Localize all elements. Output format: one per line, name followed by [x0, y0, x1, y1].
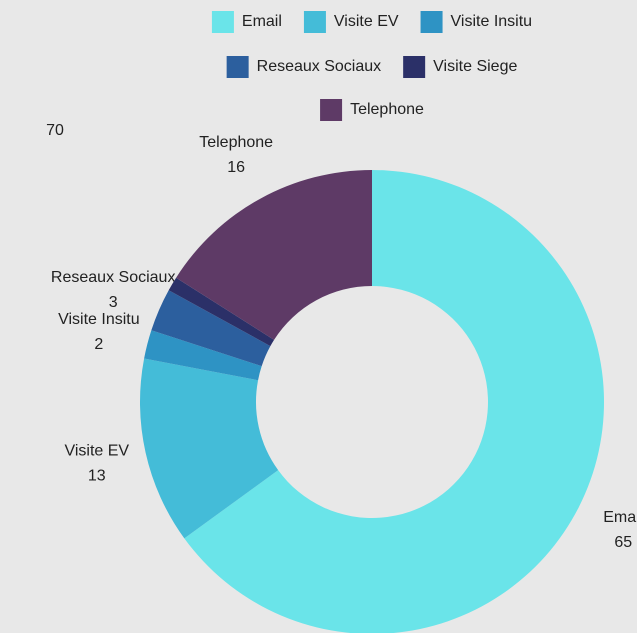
slice	[168, 277, 275, 347]
slice-label: Reseaux Sociaux	[51, 269, 176, 286]
legend-swatch	[303, 11, 326, 33]
legend-label: Visite Siege	[433, 58, 517, 75]
slice	[144, 330, 262, 381]
annotation: 70	[46, 122, 64, 139]
slice	[184, 170, 604, 633]
slice	[140, 358, 279, 539]
legend-label: Visite EV	[334, 13, 399, 30]
legend-swatch	[420, 11, 443, 33]
slice-label: Visite Insitu	[58, 311, 140, 328]
slice-value: 16	[227, 159, 245, 176]
legend-swatch	[403, 56, 426, 78]
slice-value: 3	[109, 294, 118, 311]
legend-label: Reseaux Sociaux	[257, 58, 382, 75]
slice-value: 2	[94, 336, 103, 353]
legend-swatch	[226, 56, 249, 78]
legend-label: Email	[242, 13, 282, 30]
legend-swatch	[320, 99, 343, 121]
slice-value: 65	[614, 534, 632, 551]
slice-label: Email	[603, 509, 637, 526]
legend-label: Telephone	[350, 101, 424, 118]
legend-label: Visite Insitu	[451, 13, 533, 30]
legend-swatch	[211, 11, 234, 33]
slice-value: 13	[88, 468, 106, 485]
slice	[151, 290, 271, 367]
slice	[176, 170, 372, 340]
slice-label: Visite EV	[64, 443, 129, 460]
slice-label: Telephone	[199, 134, 273, 151]
